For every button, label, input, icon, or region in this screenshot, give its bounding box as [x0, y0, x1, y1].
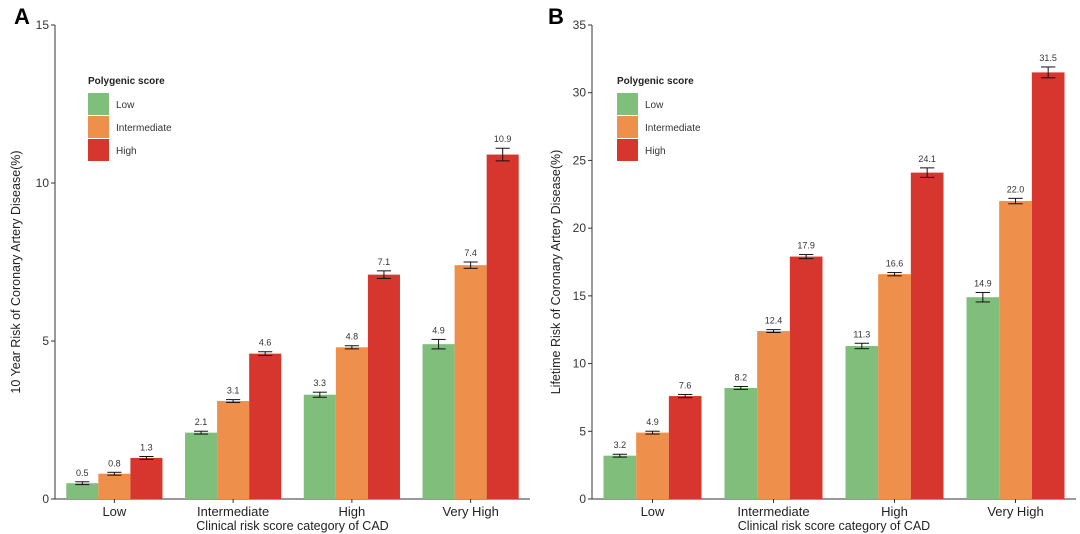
data-label: 4.9: [646, 417, 659, 427]
y-tick-label: 15: [573, 289, 587, 303]
bar-intermediate-intermediate: [217, 401, 250, 499]
legend-label-intermediate: Intermediate: [116, 123, 172, 134]
bar-high-intermediate: [249, 353, 282, 499]
x-tick-label: Low: [102, 504, 126, 519]
data-label: 4.6: [259, 338, 272, 348]
legend-label-high: High: [116, 146, 137, 157]
y-axis-title: 10 Year Risk of Coronary Artery Disease(…: [9, 150, 23, 393]
bar-high-very-high: [486, 154, 519, 499]
data-label: 2.1: [195, 417, 208, 427]
legend-label-low: Low: [645, 100, 664, 111]
x-tick-label: Very High: [442, 504, 498, 519]
y-tick-label: 20: [573, 221, 587, 235]
bar-high-high: [910, 172, 944, 500]
bar-low-high: [845, 345, 879, 499]
data-label: 10.9: [494, 134, 512, 144]
data-label: 7.1: [378, 257, 391, 267]
bar-high-high: [367, 274, 400, 499]
x-tick-label: High: [339, 504, 366, 519]
bar-intermediate-high: [335, 347, 368, 499]
bar-intermediate-high: [878, 274, 911, 499]
y-tick-label: 5: [42, 334, 49, 348]
x-tick-label: Intermediate: [737, 504, 809, 519]
panel-letter: A: [14, 4, 30, 29]
y-tick-label: 5: [579, 424, 586, 438]
x-axis-title: Clinical risk score category of CAD: [738, 519, 930, 533]
legend-swatch-high: [617, 139, 638, 161]
y-tick-label: 10: [573, 357, 587, 371]
bar-high-low: [130, 457, 163, 499]
y-tick-label: 15: [36, 18, 50, 32]
bar-intermediate-very-high: [999, 201, 1032, 500]
legend-label-intermediate: Intermediate: [645, 123, 701, 134]
bar-high-low: [668, 396, 702, 499]
data-label: 0.8: [108, 458, 121, 468]
legend-swatch-high: [88, 139, 109, 161]
y-tick-label: 25: [573, 153, 587, 167]
bar-intermediate-intermediate: [757, 331, 790, 499]
x-tick-label: Very High: [987, 504, 1043, 519]
data-label: 3.2: [614, 440, 627, 450]
y-tick-label: 10: [36, 176, 50, 190]
data-label: 4.9: [432, 325, 445, 335]
data-label: 11.3: [853, 329, 870, 339]
legend-swatch-low: [617, 93, 638, 115]
panel-letter: B: [548, 4, 564, 29]
bar-low-high: [303, 394, 336, 499]
data-label: 14.9: [974, 278, 992, 288]
data-label: 4.8: [346, 332, 359, 342]
data-label: 17.9: [797, 241, 815, 251]
bar-intermediate-low: [98, 473, 131, 499]
panel-b: B 0 5 10 15 20 25 30 35 Lifetime Risk of Coronary…: [548, 4, 1076, 533]
data-label: 8.2: [735, 373, 748, 383]
data-label: 12.4: [765, 316, 783, 326]
data-label: 22.0: [1007, 184, 1025, 194]
legend-swatch-intermediate: [617, 116, 638, 138]
y-axis-title: Lifetime Risk of Coronary Artery Disease…: [549, 150, 563, 395]
legend-swatch-intermediate: [88, 116, 109, 138]
data-label: 1.3: [140, 442, 153, 452]
y-tick-label: 35: [573, 18, 587, 32]
data-label: 3.3: [314, 378, 327, 388]
y-tick-label: 0: [42, 492, 49, 506]
x-tick-label: Intermediate: [197, 504, 269, 519]
x-tick-label: Low: [641, 504, 665, 519]
bar-high-very-high: [1031, 72, 1065, 500]
data-label: 0.5: [76, 468, 89, 478]
legend: Polygenic score Low Intermediate High: [88, 76, 172, 161]
data-label: 7.4: [464, 248, 477, 258]
bar-low-intermediate: [185, 432, 218, 499]
bar-intermediate-very-high: [454, 265, 487, 499]
y-tick-label: 30: [573, 86, 587, 100]
bar-low-low: [603, 455, 637, 499]
panel-a: A 0 5 10 15 10 Year Risk of Coronary Artery D…: [9, 4, 530, 533]
data-label: 31.5: [1039, 53, 1057, 63]
bar-low-very-high: [422, 344, 455, 499]
legend-label-high: High: [645, 146, 666, 157]
legend: Polygenic score Low Intermediate High: [617, 76, 701, 161]
data-label: 7.6: [679, 380, 692, 390]
x-axis-title: Clinical risk score category of CAD: [196, 519, 388, 533]
data-label: 3.1: [227, 386, 240, 396]
data-label: 16.6: [886, 259, 904, 269]
legend-label-low: Low: [116, 100, 135, 111]
bar-intermediate-low: [636, 432, 669, 499]
legend-swatch-low: [88, 93, 109, 115]
bar-low-low: [66, 483, 99, 499]
bar-low-very-high: [966, 297, 1000, 499]
legend-title: Polygenic score: [88, 76, 165, 87]
bar-high-intermediate: [789, 256, 823, 499]
x-tick-label: High: [881, 504, 908, 519]
y-tick-label: 0: [579, 492, 586, 506]
data-label: 24.1: [918, 154, 936, 164]
bar-low-intermediate: [724, 387, 758, 499]
legend-title: Polygenic score: [617, 76, 694, 87]
